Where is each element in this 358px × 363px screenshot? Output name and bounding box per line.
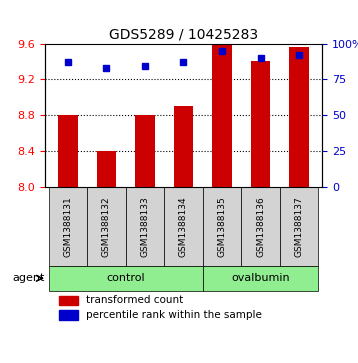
Bar xyxy=(135,115,155,187)
Text: transformed count: transformed count xyxy=(86,295,184,306)
FancyBboxPatch shape xyxy=(126,187,164,266)
Bar xyxy=(290,47,309,187)
Text: GSM1388132: GSM1388132 xyxy=(102,196,111,257)
Title: GDS5289 / 10425283: GDS5289 / 10425283 xyxy=(109,27,258,41)
Bar xyxy=(174,106,193,187)
Text: GSM1388131: GSM1388131 xyxy=(63,196,72,257)
Bar xyxy=(212,44,232,187)
Text: GSM1388134: GSM1388134 xyxy=(179,196,188,257)
Bar xyxy=(58,115,77,187)
FancyBboxPatch shape xyxy=(280,187,318,266)
FancyBboxPatch shape xyxy=(49,187,87,266)
Text: control: control xyxy=(106,273,145,283)
Text: GSM1388133: GSM1388133 xyxy=(140,196,149,257)
FancyBboxPatch shape xyxy=(87,187,126,266)
Bar xyxy=(251,61,270,187)
FancyBboxPatch shape xyxy=(49,266,203,291)
Text: percentile rank within the sample: percentile rank within the sample xyxy=(86,310,262,320)
FancyBboxPatch shape xyxy=(241,187,280,266)
Text: GSM1388135: GSM1388135 xyxy=(218,196,227,257)
Text: agent: agent xyxy=(13,273,45,283)
Text: ovalbumin: ovalbumin xyxy=(231,273,290,283)
Text: GSM1388136: GSM1388136 xyxy=(256,196,265,257)
FancyBboxPatch shape xyxy=(164,187,203,266)
Bar xyxy=(59,310,78,320)
Text: GSM1388137: GSM1388137 xyxy=(295,196,304,257)
Bar xyxy=(59,295,78,305)
Bar xyxy=(97,151,116,187)
FancyBboxPatch shape xyxy=(203,266,318,291)
FancyBboxPatch shape xyxy=(203,187,241,266)
